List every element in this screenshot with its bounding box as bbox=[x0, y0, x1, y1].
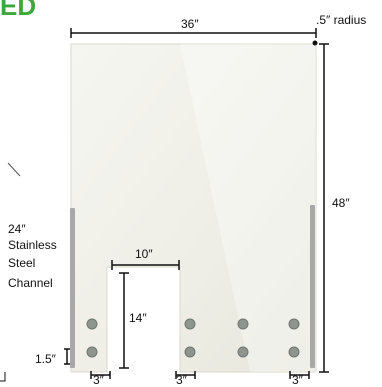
brand-logo-fragment: ED bbox=[0, 0, 37, 21]
dimension-line-spacing-left bbox=[90, 371, 111, 379]
channel-desc-line1: Stainless bbox=[8, 238, 57, 252]
width-label: 36″ bbox=[181, 17, 199, 31]
bottom-corner-mark bbox=[0, 372, 6, 382]
dimension-line-bolt-spacing bbox=[64, 348, 70, 365]
cutout-height-label: 14″ bbox=[129, 311, 147, 325]
spacing-mid-label: 3″ bbox=[176, 373, 187, 387]
channel-length-label: 24″ bbox=[8, 222, 26, 236]
dimension-line-spacing-mid bbox=[175, 371, 196, 379]
bolt bbox=[86, 346, 98, 358]
bolt bbox=[237, 346, 249, 358]
steel-channel-left bbox=[70, 208, 75, 368]
spacing-left-label: 3″ bbox=[93, 373, 104, 387]
radius-label: .5″ radius bbox=[316, 13, 367, 27]
dimension-line-spacing-right bbox=[289, 371, 310, 379]
panel-reflection bbox=[180, 44, 316, 372]
channel-desc-line3: Channel bbox=[8, 276, 53, 290]
steel-channel-right bbox=[310, 205, 315, 368]
dimension-line-cutout-height bbox=[119, 272, 129, 369]
height-label: 48″ bbox=[332, 196, 350, 210]
cutout-width-label: 10″ bbox=[135, 247, 153, 261]
channel-desc-line2: Steel bbox=[8, 256, 36, 270]
bolt bbox=[184, 346, 196, 358]
radius-marker-dot bbox=[312, 40, 318, 46]
bolt bbox=[86, 318, 98, 330]
bolt bbox=[184, 318, 196, 330]
bolts bbox=[86, 318, 300, 358]
dimension-line-cutout-width bbox=[111, 260, 180, 270]
left-leader-line bbox=[7, 162, 21, 177]
dimension-line-height bbox=[319, 43, 329, 373]
bolt bbox=[288, 346, 300, 358]
dimension-line-width bbox=[70, 28, 317, 38]
spacing-right-label: 3″ bbox=[292, 373, 303, 387]
bolt bbox=[237, 318, 249, 330]
acrylic-panel bbox=[70, 43, 317, 373]
bolt bbox=[288, 318, 300, 330]
bolt-spacing-label: 1.5″ bbox=[35, 352, 56, 366]
